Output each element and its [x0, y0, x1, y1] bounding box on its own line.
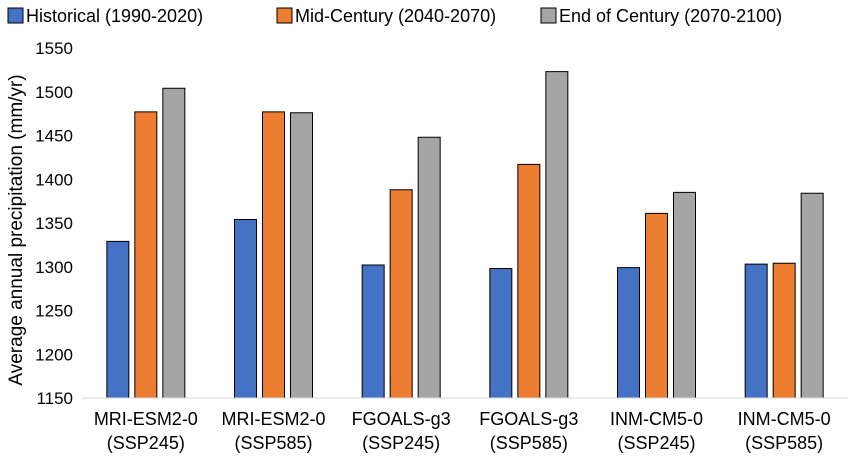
- x-tick-label: INM-CM5-0 (SSP245): [610, 409, 703, 453]
- legend-label-3: End of Century (2070-2100): [559, 6, 782, 26]
- x-tick-label-line2: (SSP585): [490, 433, 568, 453]
- y-tick-label: 1200: [35, 345, 73, 364]
- x-tick-label-line2: (SSP585): [745, 433, 823, 453]
- legend-label-1: Historical (1990-2020): [26, 6, 203, 26]
- bar-2-1: [134, 111, 158, 399]
- x-tick-label: FGOALS-g3 (SSP245): [352, 409, 451, 453]
- bar-1-4: [489, 268, 513, 399]
- legend-label-2: Mid-Century (2040-2070): [295, 6, 496, 26]
- bars: [106, 71, 824, 399]
- legend-swatch-3: [540, 7, 557, 24]
- x-tick-label-line1: FGOALS-g3: [479, 409, 578, 429]
- bar-3-4: [545, 71, 569, 399]
- y-tick-label: 1150: [36, 389, 73, 408]
- bar-2-2: [262, 111, 285, 399]
- x-tick-label: FGOALS-g3 (SSP585): [479, 409, 578, 453]
- bar-3-1: [162, 87, 186, 399]
- bar-3-6: [800, 192, 824, 399]
- bar-1-2: [234, 219, 257, 399]
- y-tick-label: 1250: [35, 302, 73, 321]
- bar-1-5: [617, 267, 640, 399]
- bar-1-3: [361, 264, 385, 399]
- bar-2-3: [389, 189, 413, 399]
- x-tick-label-line1: INM-CM5-0: [738, 409, 831, 429]
- bar-3-3: [417, 136, 441, 399]
- legend: Historical (1990-2020) Mid-Century (2040-…: [7, 6, 782, 26]
- y-tick-label: 1500: [35, 83, 73, 102]
- y-tick-label: 1350: [35, 214, 73, 233]
- x-tick-label-line1: MRI-ESM2-0: [221, 409, 325, 429]
- x-tick-label-line1: FGOALS-g3: [352, 409, 451, 429]
- x-tick-label-line2: (SSP245): [362, 433, 440, 453]
- y-tick-label: 1450: [35, 127, 73, 146]
- bar-2-5: [645, 212, 668, 399]
- x-axis-ticks: MRI-ESM2-0 (SSP245)MRI-ESM2-0 (SSP585)FGOA…: [94, 409, 831, 453]
- bar-1-1: [106, 240, 130, 399]
- y-axis-label: Average annual precipitation (mm/yr): [6, 74, 27, 385]
- bar-3-5: [673, 191, 696, 399]
- bar-3-2: [290, 112, 313, 399]
- bar-2-4: [517, 163, 541, 399]
- x-tick-label-line2: (SSP245): [107, 433, 185, 453]
- x-tick-label-line2: (SSP585): [234, 433, 312, 453]
- y-tick-label: 1550: [35, 39, 73, 58]
- x-tick-label: MRI-ESM2-0 (SSP585): [221, 409, 325, 453]
- y-tick-label: 1400: [35, 170, 73, 189]
- bar-2-6: [772, 262, 796, 399]
- legend-swatch-2: [276, 7, 293, 24]
- y-tick-label: 1300: [35, 258, 73, 277]
- y-axis-ticks: 1150 1200 1250 1300 1350 1400 1450 1500 1550: [35, 39, 73, 408]
- bar-1-6: [744, 263, 768, 399]
- x-tick-label-line1: MRI-ESM2-0: [94, 409, 198, 429]
- x-tick-label: MRI-ESM2-0 (SSP245): [94, 409, 198, 453]
- x-tick-label-line1: INM-CM5-0: [610, 409, 703, 429]
- x-tick-label-line2: (SSP245): [617, 433, 695, 453]
- legend-swatch-1: [7, 7, 24, 24]
- x-tick-label: INM-CM5-0 (SSP585): [738, 409, 831, 453]
